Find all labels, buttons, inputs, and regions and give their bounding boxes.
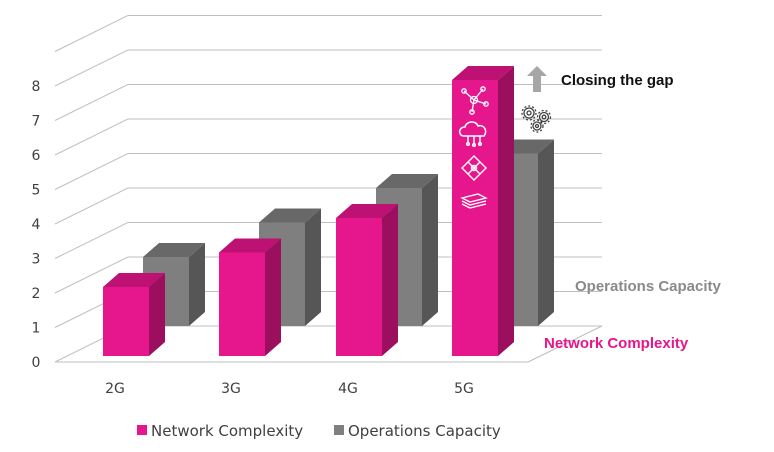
bar-network-complexity-5G-side xyxy=(498,66,514,356)
x-category-label: 2G xyxy=(105,381,125,397)
gridline-diag xyxy=(54,222,129,259)
bars xyxy=(103,66,554,356)
y-tick-label: 7 xyxy=(32,114,41,130)
y-tick-label: 4 xyxy=(32,217,41,233)
annotation-operations-capacity: Operations Capacity xyxy=(575,278,722,295)
y-tick-label: 3 xyxy=(32,252,41,268)
legend-label-operations-capacity: Operations Capacity xyxy=(348,422,501,440)
network-nodes-icon xyxy=(461,86,489,115)
floor-edge-right xyxy=(527,325,603,363)
legend-swatch-operations-capacity xyxy=(334,425,344,435)
gridline-diag xyxy=(54,256,129,294)
bar-operations-capacity-3G-side xyxy=(305,208,321,326)
bar-operations-capacity-5G-side xyxy=(538,139,554,326)
gridline-diag xyxy=(54,49,129,87)
bar-operations-capacity-2G-side xyxy=(189,243,205,326)
y-axis-ticks: 0 1 2 3 4 5 6 7 8 xyxy=(32,79,41,371)
bar-network-complexity-2G xyxy=(103,287,149,356)
bar-operations-capacity-4G-side xyxy=(422,174,438,326)
legend-label-network-complexity: Network Complexity xyxy=(151,422,303,440)
gridline-diag xyxy=(54,153,129,190)
bar-network-complexity-3G-side xyxy=(265,238,281,356)
x-axis-categories: 2G 3G 4G 5G xyxy=(105,381,474,397)
network-cross-icon xyxy=(461,155,487,181)
y-tick-label: 5 xyxy=(32,183,41,199)
x-category-label: 3G xyxy=(221,381,241,397)
x-category-label: 4G xyxy=(338,381,358,397)
bar-operations-capacity-4G-top xyxy=(376,174,438,188)
y-tick-label: 8 xyxy=(32,79,41,95)
up-arrow-icon xyxy=(527,66,547,92)
bar-network-complexity-2G-side xyxy=(149,273,165,356)
y-tick-label: 2 xyxy=(32,286,41,302)
x-category-label: 5G xyxy=(454,381,474,397)
bar-operations-capacity-3G-top xyxy=(259,208,321,223)
y-tick-label: 0 xyxy=(32,355,41,371)
y-tick-label: 6 xyxy=(32,148,41,164)
gridline-diag xyxy=(54,187,129,225)
gears-icon xyxy=(521,105,552,133)
bar-network-complexity-3G xyxy=(219,252,265,356)
gridline-diag xyxy=(54,118,129,156)
bar-network-complexity-3G-top xyxy=(219,238,281,253)
bar-network-complexity-2G-top xyxy=(103,273,165,287)
gridline-diag xyxy=(54,84,129,121)
y-tick-label: 1 xyxy=(32,321,41,337)
bar-network-complexity-5G-top xyxy=(452,66,514,80)
bar-network-complexity-4G xyxy=(336,218,382,356)
gridline-diag xyxy=(54,15,129,52)
annotation-network-complexity: Network Complexity xyxy=(544,335,689,352)
bar-network-complexity-5G xyxy=(452,80,498,356)
bar-operations-capacity-2G-top xyxy=(143,243,205,257)
bar-network-complexity-4G-top xyxy=(336,204,398,218)
cloud-icon xyxy=(458,121,487,148)
layers-icon xyxy=(460,193,488,209)
annotation-closing-gap: Closing the gap xyxy=(561,72,674,89)
legend-swatch-network-complexity xyxy=(137,425,147,435)
bar-network-complexity-4G-side xyxy=(382,204,398,356)
